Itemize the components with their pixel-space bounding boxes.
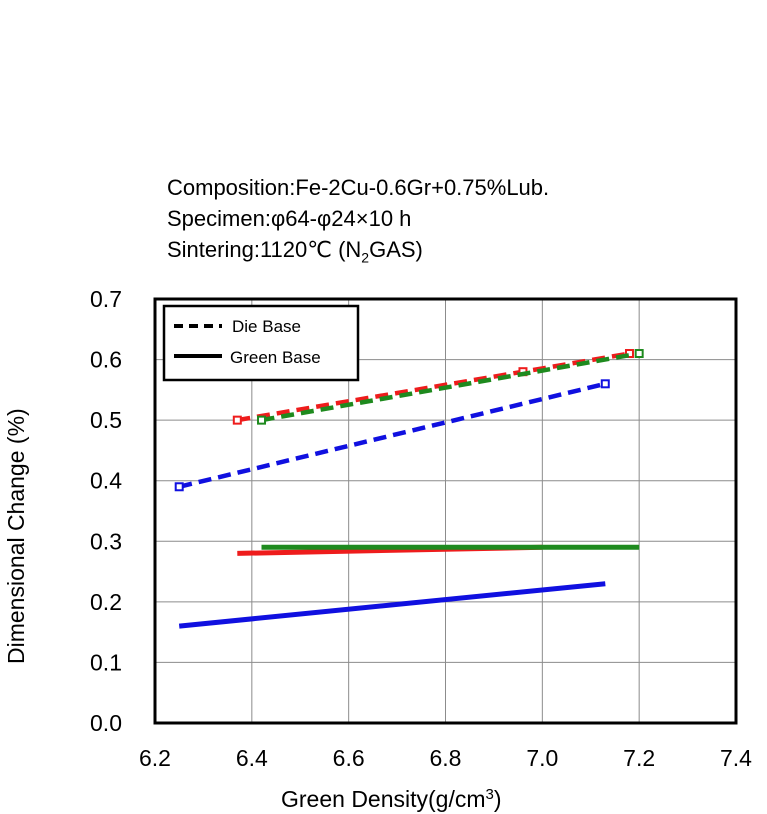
y-axis-title: Dimensional Change (%) xyxy=(3,408,29,664)
x-axis-title-end: ) xyxy=(494,786,502,812)
x-axis-title: Green Density(g/cm3) xyxy=(281,786,502,813)
y-tick-label: 0.7 xyxy=(90,286,122,312)
series-layer xyxy=(174,349,644,629)
y-tick-label: 0.1 xyxy=(90,649,122,675)
x-tick-label: 7.2 xyxy=(623,745,655,771)
data-point xyxy=(232,415,242,425)
caption-composition: Composition:Fe-2Cu-0.6Gr+0.75%Lub. xyxy=(167,175,550,200)
legend-label-green-base: Green Base xyxy=(230,348,321,367)
y-tick-label: 0.2 xyxy=(90,589,122,615)
x-tick-label: 7.0 xyxy=(526,745,558,771)
x-tick-label: 6.2 xyxy=(139,745,171,771)
y-tick-label: 0.0 xyxy=(90,710,122,736)
x-tick-label: 6.4 xyxy=(236,745,268,771)
x-tick-label: 6.8 xyxy=(430,745,462,771)
x-tick-label: 6.6 xyxy=(333,745,365,771)
plot-frame xyxy=(153,297,738,725)
series-line xyxy=(261,351,640,423)
y-tick-label: 0.3 xyxy=(90,528,122,554)
data-point xyxy=(634,349,644,359)
chart-caption: Composition:Fe-2Cu-0.6Gr+0.75%Lub. Speci… xyxy=(167,172,549,273)
caption-sintering-prefix: Sintering:1120℃ (N xyxy=(167,237,362,262)
y-tick-label: 0.6 xyxy=(90,347,122,373)
y-tick-label: 0.4 xyxy=(90,468,122,494)
data-point xyxy=(174,482,184,492)
x-axis-title-sup: 3 xyxy=(486,786,494,803)
legend-label-die-base: Die Base xyxy=(232,317,301,336)
legend: Die Base Green Base xyxy=(162,304,360,382)
caption-sintering: Sintering:1120℃ (N2GAS) xyxy=(167,234,549,273)
series-line xyxy=(178,581,606,629)
legend-box xyxy=(162,304,360,382)
tick-labels: 6.2 6.4 6.6 6.8 7.0 7.2 7.4 0.0 0.1 0.2 0.3 0.4 0.5 0… xyxy=(90,286,752,771)
x-tick-label: 7.4 xyxy=(720,745,752,771)
caption-sintering-sub: 2 xyxy=(361,249,370,266)
data-point xyxy=(600,379,610,389)
caption-specimen: Specimen:φ64-φ24×10 h xyxy=(167,206,412,231)
x-axis-title-text: Green Density(g/cm xyxy=(281,786,486,812)
data-point xyxy=(257,415,267,425)
y-tick-label: 0.5 xyxy=(90,407,122,433)
data-point xyxy=(624,349,634,359)
series-line xyxy=(178,381,606,489)
caption-sintering-suffix: GAS) xyxy=(369,237,423,262)
